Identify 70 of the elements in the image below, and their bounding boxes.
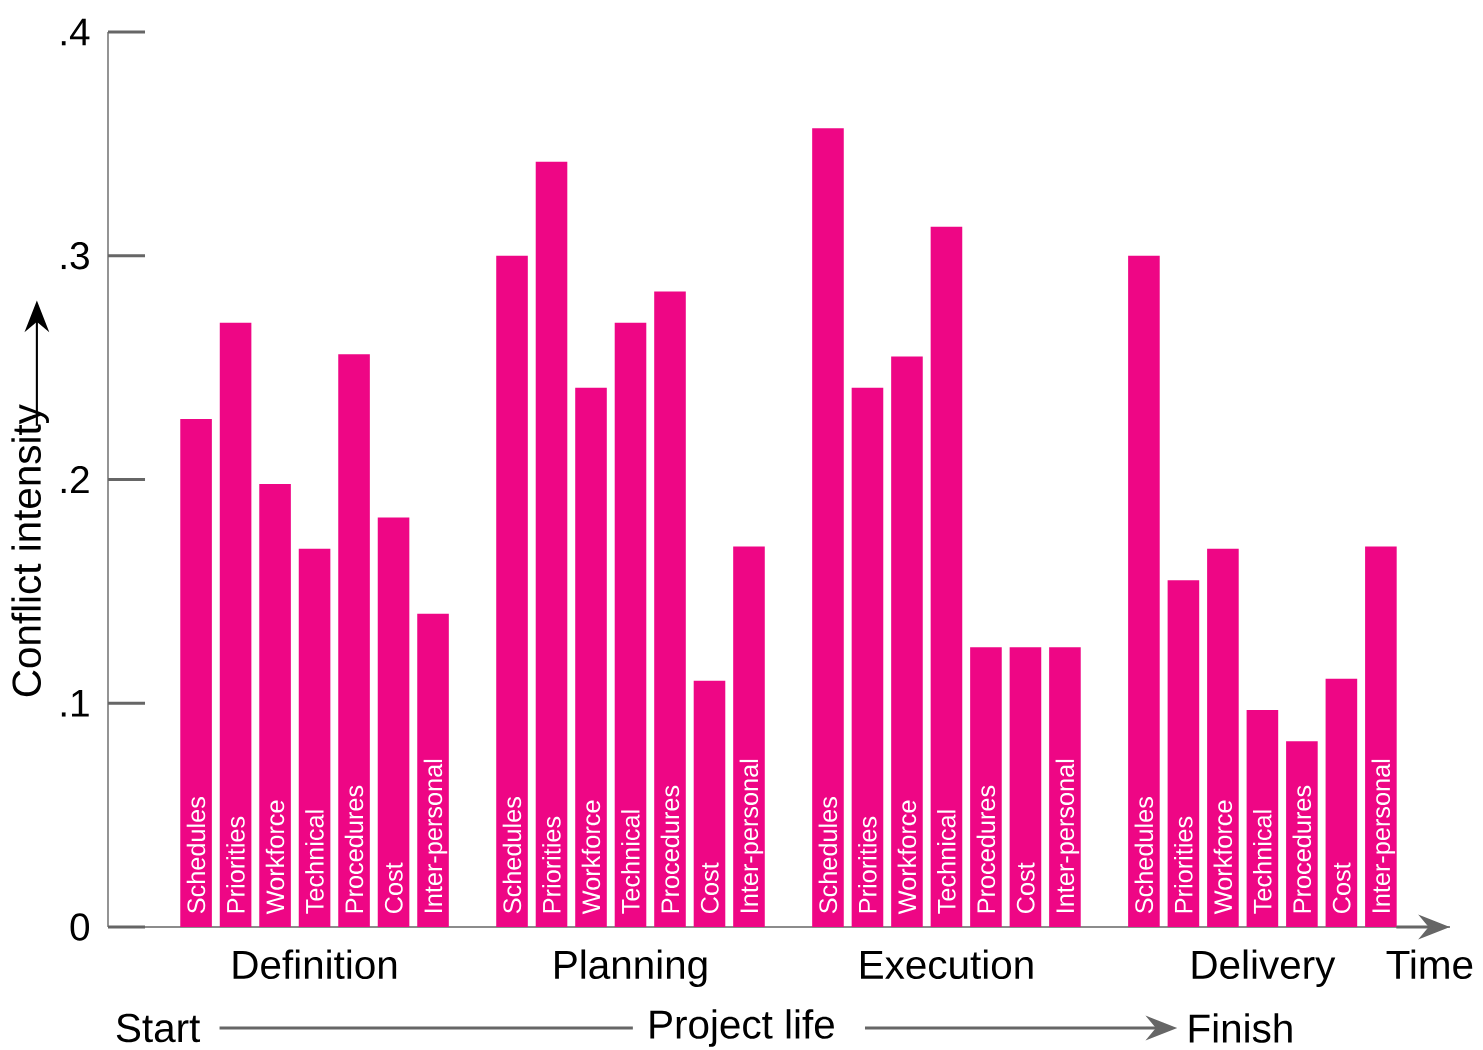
x-tick-label: Procedures xyxy=(660,785,680,913)
bar xyxy=(930,226,963,927)
x-tick-label: Inter-personal xyxy=(1055,759,1080,912)
bar xyxy=(338,354,370,927)
bar xyxy=(1207,548,1239,927)
bar xyxy=(219,322,252,927)
bar xyxy=(417,613,449,927)
bar xyxy=(733,546,765,927)
bar xyxy=(1365,546,1397,927)
y-tick-label: .1 xyxy=(61,689,89,717)
bar xyxy=(1167,580,1200,927)
y-tick-label: .3 xyxy=(61,242,89,270)
x-tick-label: Procedures xyxy=(344,785,364,913)
x-tick-label: Procedures xyxy=(976,785,996,913)
x-tick-label: Schedules xyxy=(818,797,838,914)
x-tick-label: Inter-personal xyxy=(423,759,448,912)
x-tick-label: Cost xyxy=(1332,862,1351,914)
bar xyxy=(1246,709,1279,927)
bar xyxy=(377,517,410,927)
y-tick-label: .4 xyxy=(61,18,90,46)
x-tick-label: Technical xyxy=(621,810,640,914)
bar xyxy=(851,387,884,927)
bar xyxy=(1128,255,1160,927)
x-axis-title: Time xyxy=(1386,949,1473,980)
bar xyxy=(812,128,844,927)
x-tick-label: Priorities xyxy=(226,816,245,913)
x-tick-label: Schedules xyxy=(502,797,522,914)
x-tick-label: Technical xyxy=(305,810,324,914)
x-tick-label: Procedures xyxy=(1292,785,1312,913)
text: Planning xyxy=(555,949,707,988)
x-tick-label: Cost xyxy=(700,862,719,914)
x-tick-label: Priorities xyxy=(858,816,877,913)
text: Execution xyxy=(861,949,1033,980)
x-tick-label: Cost xyxy=(1016,862,1035,914)
x-tick-label: Technical xyxy=(1253,810,1272,914)
x-tick-label: Workforce xyxy=(265,800,285,915)
x-tick-label: Workforce xyxy=(1213,800,1233,915)
bar xyxy=(535,161,568,927)
x-tick-label: Workforce xyxy=(897,800,917,915)
bar xyxy=(970,647,1002,927)
bar xyxy=(891,356,923,927)
bar xyxy=(614,322,647,927)
x-tick-label: Schedules xyxy=(1134,797,1154,914)
bar xyxy=(1286,741,1318,927)
x-tick-label: Cost xyxy=(384,862,403,914)
bar xyxy=(298,548,331,927)
text: Project life xyxy=(650,1009,834,1047)
text: Definition xyxy=(233,949,397,980)
text: Finish xyxy=(1189,1013,1292,1043)
bar xyxy=(654,291,686,927)
y-tick-label: .2 xyxy=(61,466,89,493)
y-axis-title: Conflict intensity xyxy=(11,404,49,697)
x-tick-label: Technical xyxy=(937,810,956,914)
x-tick-label: Priorities xyxy=(542,816,561,913)
x-tick-label: Schedules xyxy=(186,797,206,914)
x-tick-label: Priorities xyxy=(1174,816,1193,913)
bar xyxy=(180,419,212,927)
bar xyxy=(259,483,291,927)
bar xyxy=(1009,647,1042,927)
bar xyxy=(1325,678,1358,927)
text: Delivery xyxy=(1192,949,1336,988)
bar xyxy=(693,680,726,927)
text: Start xyxy=(116,1013,201,1043)
x-tick-label: Inter-personal xyxy=(1371,759,1396,912)
bar xyxy=(575,387,607,927)
bar xyxy=(496,255,528,927)
y-tick-label: 0 xyxy=(70,913,90,941)
bar xyxy=(1049,647,1081,927)
x-tick-label: Inter-personal xyxy=(739,759,764,912)
x-tick-label: Workforce xyxy=(581,800,601,915)
